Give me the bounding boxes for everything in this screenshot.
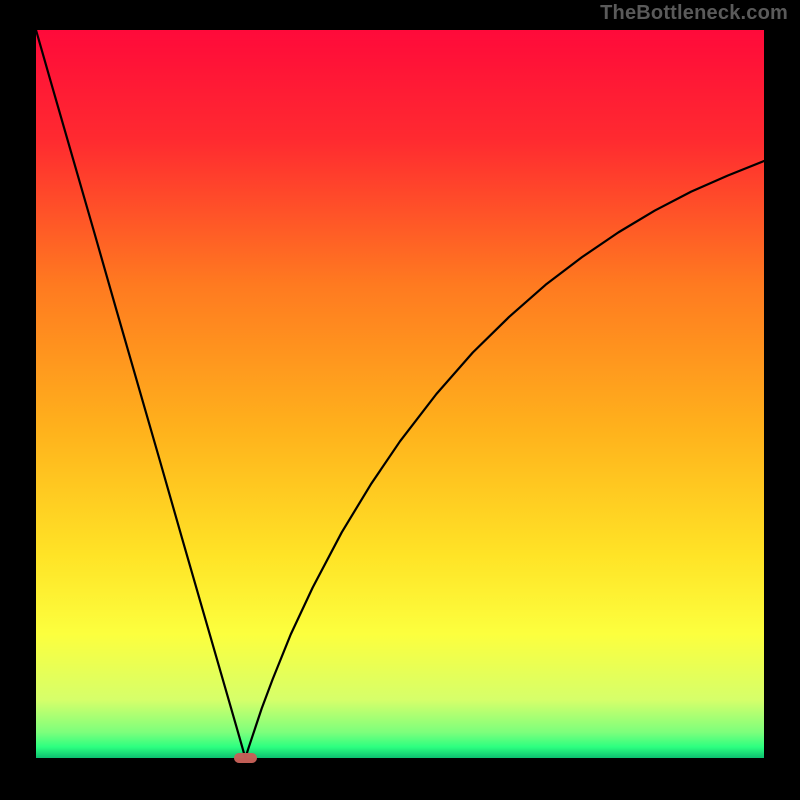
chart-container: { "watermark": { "text": "TheBottleneck.… — [0, 0, 800, 800]
bottleneck-chart — [0, 0, 800, 800]
chart-background — [36, 30, 764, 758]
optimal-point-marker — [234, 753, 257, 762]
watermark-text: TheBottleneck.com — [600, 2, 788, 25]
